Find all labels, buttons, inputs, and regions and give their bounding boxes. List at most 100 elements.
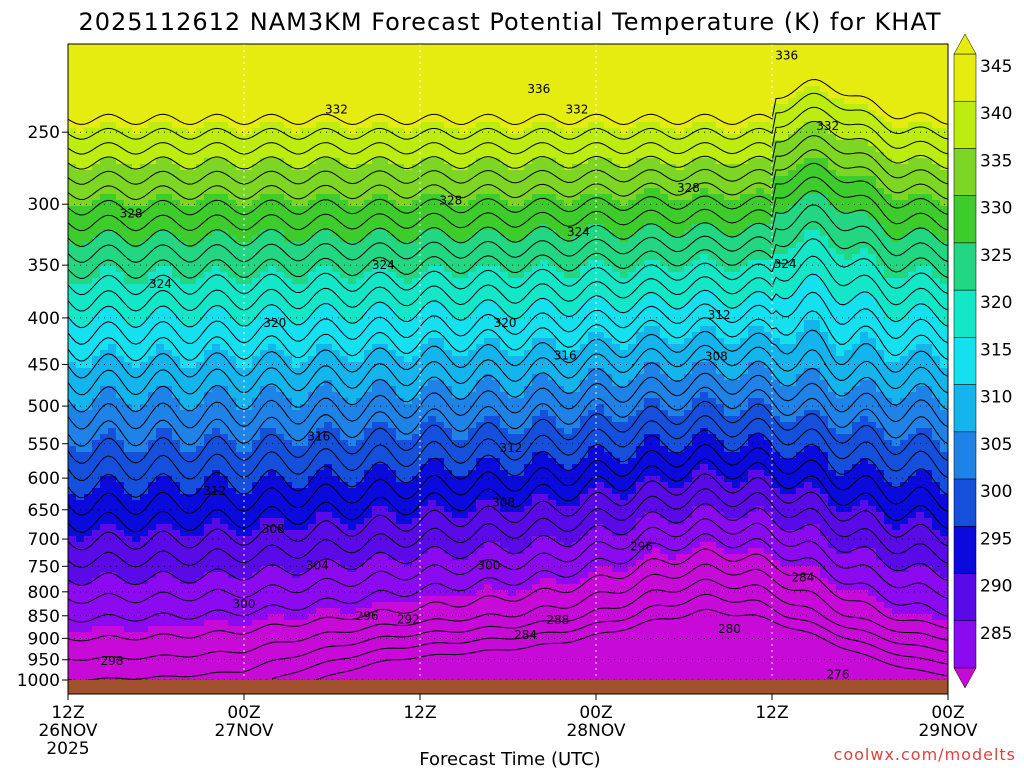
band-cell xyxy=(396,668,405,675)
band-cell xyxy=(356,668,365,675)
band-cell xyxy=(196,662,205,669)
band-cell xyxy=(196,386,205,393)
band-cell xyxy=(260,230,269,237)
band-cell xyxy=(164,56,173,63)
band-cell xyxy=(404,332,413,339)
band-cell xyxy=(436,74,445,81)
band-cell xyxy=(292,650,301,657)
band-cell xyxy=(212,584,221,591)
band-cell xyxy=(228,92,237,99)
band-cell xyxy=(220,374,229,381)
band-cell xyxy=(68,62,77,69)
band-cell xyxy=(284,290,293,297)
band-cell xyxy=(68,284,77,291)
band-cell xyxy=(308,74,317,81)
band-cell xyxy=(108,158,117,165)
band-cell xyxy=(364,572,373,579)
band-cell xyxy=(172,524,181,531)
band-cell xyxy=(164,476,173,483)
band-cell xyxy=(348,560,357,567)
band-cell xyxy=(108,386,117,393)
band-cell xyxy=(412,416,421,423)
band-cell xyxy=(220,584,229,591)
band-cell xyxy=(316,614,325,621)
band-cell xyxy=(316,446,325,453)
band-cell xyxy=(76,230,85,237)
band-cell xyxy=(340,356,349,363)
band-cell xyxy=(196,362,205,369)
band-cell xyxy=(436,404,445,411)
band-cell xyxy=(260,110,269,117)
band-cell xyxy=(116,338,125,345)
band-cell xyxy=(108,128,117,135)
band-cell xyxy=(124,278,133,285)
band-cell xyxy=(404,494,413,501)
band-cell xyxy=(308,596,317,603)
band-cell xyxy=(372,236,381,243)
band-cell xyxy=(108,176,117,183)
band-cell xyxy=(404,242,413,249)
band-cell xyxy=(148,122,157,129)
band-cell xyxy=(380,62,389,69)
band-cell xyxy=(148,488,157,495)
band-cell xyxy=(68,266,77,273)
band-cell xyxy=(164,452,173,459)
band-cell xyxy=(228,548,237,555)
band-cell xyxy=(172,494,181,501)
band-cell xyxy=(196,92,205,99)
band-cell xyxy=(252,548,261,555)
band-cell xyxy=(260,572,269,579)
band-cell xyxy=(380,560,389,567)
band-cell xyxy=(348,338,357,345)
band-cell xyxy=(428,338,437,345)
band-cell xyxy=(124,182,133,189)
band-cell xyxy=(308,656,317,663)
band-cell xyxy=(396,92,405,99)
band-cell xyxy=(220,110,229,117)
band-cell xyxy=(268,338,277,345)
band-cell xyxy=(172,320,181,327)
band-cell xyxy=(228,290,237,297)
band-cell xyxy=(180,188,189,195)
band-cell xyxy=(172,254,181,261)
band-cell xyxy=(124,200,133,207)
band-cell xyxy=(204,560,213,567)
band-cell xyxy=(436,380,445,387)
band-cell xyxy=(116,260,125,267)
band-cell xyxy=(412,350,421,357)
band-cell xyxy=(92,614,101,621)
band-cell xyxy=(228,614,237,621)
band-cell xyxy=(212,530,221,537)
band-cell xyxy=(116,320,125,327)
band-cell xyxy=(132,62,141,69)
band-cell xyxy=(356,260,365,267)
band-cell xyxy=(100,398,109,405)
band-cell xyxy=(76,464,85,471)
band-cell xyxy=(428,206,437,213)
band-cell xyxy=(324,56,333,63)
band-cell xyxy=(388,458,397,465)
band-cell xyxy=(164,194,173,201)
band-cell xyxy=(364,128,373,135)
band-cell xyxy=(116,584,125,591)
band-cell xyxy=(420,620,429,627)
band-cell xyxy=(300,404,309,411)
band-cell xyxy=(180,170,189,177)
band-cell xyxy=(132,74,141,81)
band-cell xyxy=(308,362,317,369)
band-cell xyxy=(212,44,221,51)
band-cell xyxy=(124,548,133,555)
band-cell xyxy=(260,212,269,219)
band-cell xyxy=(444,68,453,75)
band-cell xyxy=(300,182,309,189)
band-cell xyxy=(204,662,213,669)
band-cell xyxy=(156,176,165,183)
band-cell xyxy=(164,146,173,153)
band-cell xyxy=(396,242,405,249)
band-cell xyxy=(244,128,253,135)
band-cell xyxy=(340,308,349,315)
band-cell xyxy=(324,98,333,105)
band-cell xyxy=(380,158,389,165)
band-cell xyxy=(236,278,245,285)
